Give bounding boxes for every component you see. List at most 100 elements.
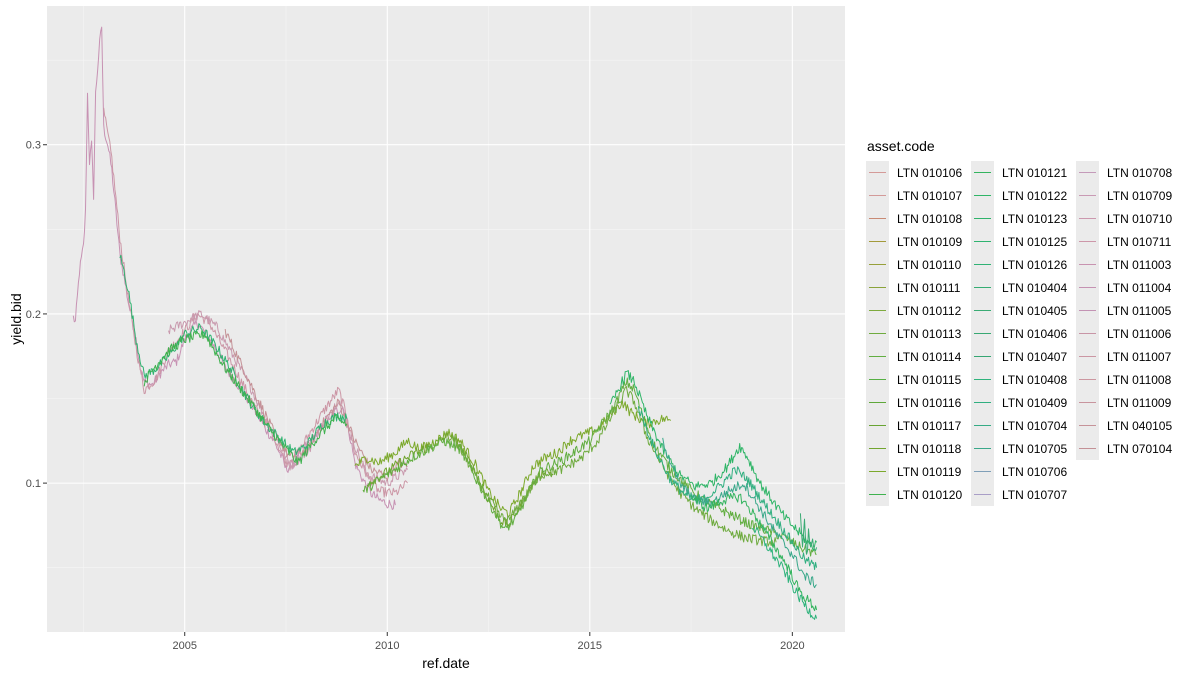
legend-key: [1076, 322, 1099, 345]
legend-item: LTN 070104: [1076, 437, 1181, 460]
legend-swatch: [1079, 310, 1096, 311]
legend-swatch: [1079, 172, 1096, 173]
legend-key: [866, 483, 889, 506]
legend-swatch: [974, 264, 991, 265]
legend-label: LTN 010114: [897, 349, 962, 364]
legend-key: [1076, 391, 1099, 414]
legend-swatch: [869, 195, 886, 196]
legend-label: LTN 010126: [1002, 257, 1068, 272]
legend-item: LTN 010705: [971, 437, 1076, 460]
legend-label: LTN 011006: [1107, 326, 1172, 341]
legend-key: [866, 414, 889, 437]
legend-label: LTN 010709: [1107, 188, 1173, 203]
legend-item: LTN 010114: [866, 345, 971, 368]
legend-swatch: [1079, 448, 1096, 449]
legend-item: LTN 010111: [866, 276, 971, 299]
legend-swatch: [1079, 218, 1096, 219]
legend-item: LTN 040105: [1076, 414, 1181, 437]
legend-label: LTN 010119: [897, 464, 962, 479]
legend-item: LTN 011007: [1076, 345, 1181, 368]
legend-label: LTN 010106: [897, 165, 963, 180]
legend-key: [866, 345, 889, 368]
legend-key: [866, 253, 889, 276]
legend-swatch: [869, 448, 886, 449]
legend-swatch: [869, 379, 886, 380]
legend-item: LTN 011008: [1076, 368, 1181, 391]
legend-item: LTN 010706: [971, 460, 1076, 483]
legend-item: LTN 011006: [1076, 322, 1181, 345]
legend-item: LTN 010707: [971, 483, 1076, 506]
legend-label: LTN 010109: [897, 234, 963, 249]
legend-key: [1076, 414, 1099, 437]
y-tick-label: 0.3: [26, 140, 41, 152]
grid-lines: [47, 6, 845, 632]
legend-label: LTN 010704: [1002, 418, 1068, 433]
legend-item: LTN 010106: [866, 161, 971, 184]
legend-label: LTN 010707: [1002, 487, 1068, 502]
series-line: [799, 513, 818, 555]
legend-swatch: [869, 172, 886, 173]
legend-item: LTN 011009: [1076, 391, 1181, 414]
legend-label: LTN 010405: [1002, 303, 1068, 318]
legend-label: LTN 011003: [1107, 257, 1172, 272]
legend-label: LTN 010113: [897, 326, 962, 341]
legend-key: [866, 437, 889, 460]
legend-item: LTN 010112: [866, 299, 971, 322]
series-line: [662, 437, 817, 589]
legend-item: LTN 010711: [1076, 230, 1181, 253]
legend-item: LTN 011003: [1076, 253, 1181, 276]
legend-item: LTN 010121: [971, 161, 1076, 184]
legend: asset.code LTN 010106 LTN 010107 LTN 01010…: [866, 136, 1181, 506]
legend-key: [866, 299, 889, 322]
legend-key: [971, 253, 994, 276]
legend-key: [1076, 437, 1099, 460]
legend-item: LTN 010118: [866, 437, 971, 460]
legend-key: [971, 276, 994, 299]
legend-label: LTN 010116: [897, 395, 962, 410]
legend-label: LTN 010115: [897, 372, 962, 387]
legend-key: [1076, 207, 1099, 230]
legend-swatch: [869, 471, 886, 472]
legend-key: [971, 161, 994, 184]
legend-key: [866, 322, 889, 345]
legend-item: LTN 010710: [1076, 207, 1181, 230]
legend-key: [971, 414, 994, 437]
legend-label: LTN 010108: [897, 211, 963, 226]
legend-key: [866, 391, 889, 414]
legend-swatch: [974, 448, 991, 449]
legend-item: LTN 010406: [971, 322, 1076, 345]
legend-key: [971, 483, 994, 506]
legend-key: [1076, 184, 1099, 207]
series-line: [690, 492, 818, 612]
legend-label: LTN 010117: [897, 418, 962, 433]
legend-swatch: [974, 402, 991, 403]
legend-label: LTN 010118: [897, 441, 962, 456]
legend-swatch: [869, 218, 886, 219]
series-line: [637, 406, 818, 570]
legend-label: LTN 010122: [1002, 188, 1068, 203]
legend-swatch: [974, 333, 991, 334]
legend-swatch: [974, 494, 991, 495]
legend-swatch: [974, 287, 991, 288]
legend-item: LTN 010704: [971, 414, 1076, 437]
y-axis-title: yield.bid: [8, 293, 24, 344]
legend-swatch: [1079, 379, 1096, 380]
legend-item: LTN 010405: [971, 299, 1076, 322]
y-tick-label: 0.2: [26, 309, 41, 321]
legend-label: LTN 010110: [897, 257, 962, 272]
legend-label: LTN 010409: [1002, 395, 1068, 410]
legend-key: [971, 230, 994, 253]
series-line: [168, 310, 408, 487]
legend-key: [971, 345, 994, 368]
legend-key: [971, 368, 994, 391]
legend-label: LTN 010111: [897, 280, 961, 295]
legend-label: LTN 010407: [1002, 349, 1068, 364]
x-tick-label: 2005: [172, 640, 196, 652]
legend-title: asset.code: [867, 138, 935, 154]
legend-key: [1076, 230, 1099, 253]
legend-swatch: [1079, 241, 1096, 242]
legend-swatch: [869, 310, 886, 311]
legend-key: [866, 207, 889, 230]
legend-swatch: [974, 241, 991, 242]
